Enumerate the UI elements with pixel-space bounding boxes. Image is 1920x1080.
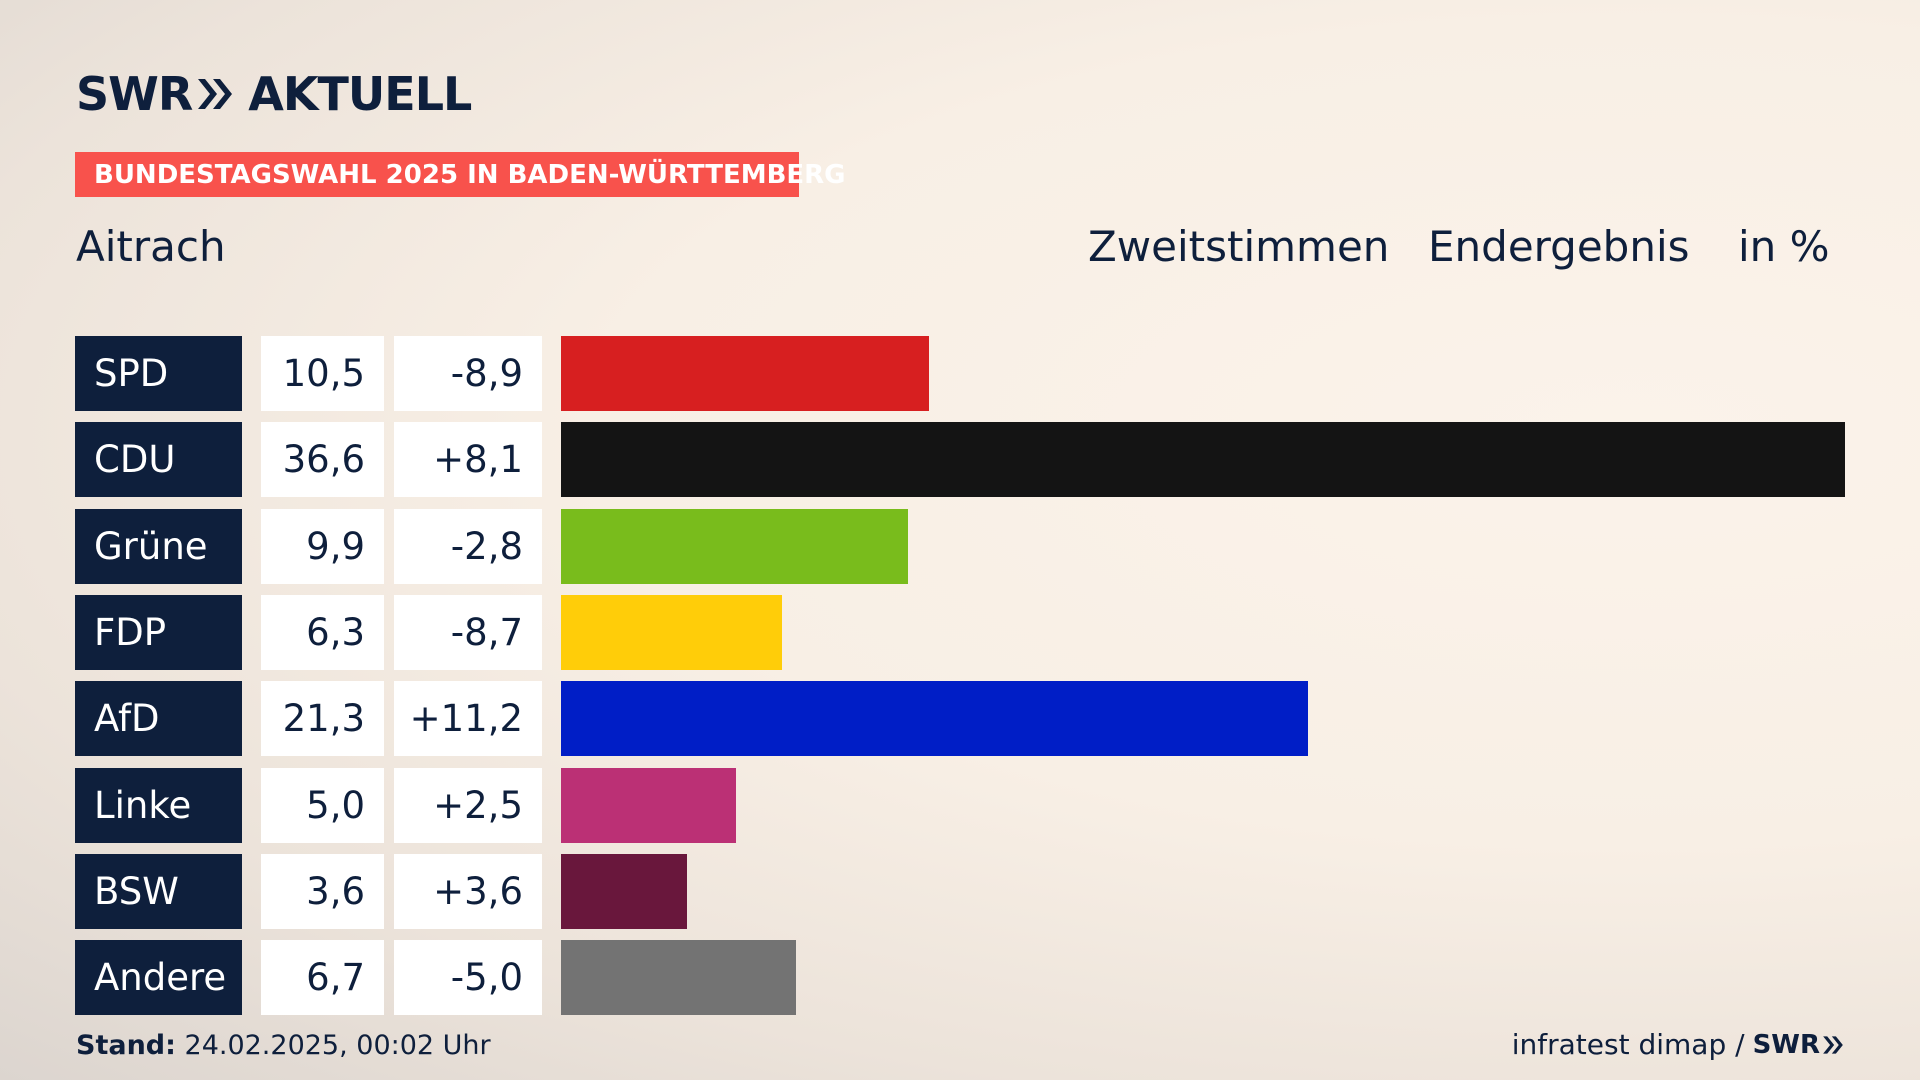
double-chevron-icon: [1823, 1035, 1843, 1054]
party-name: Andere: [75, 940, 242, 1016]
party-bar: [561, 422, 1845, 498]
party-change: +11,2: [394, 681, 542, 757]
swr-aktuell-logo: SWR AKTUELL: [76, 66, 472, 122]
party-bar: [561, 336, 930, 411]
party-change: +2,5: [394, 767, 542, 843]
party-change: -2,8: [394, 508, 542, 584]
party-value: 36,6: [261, 422, 384, 498]
party-name: Grüne: [75, 508, 242, 584]
party-name: FDP: [75, 594, 242, 670]
party-bar: [561, 940, 797, 1016]
party-value: 9,9: [261, 508, 384, 584]
party-change: +3,6: [394, 853, 542, 929]
stand-label: Stand:: [76, 1030, 176, 1061]
party-name: Linke: [75, 767, 242, 843]
party-value: 10,5: [261, 336, 384, 411]
timestamp: Stand: 24.02.2025, 00:02 Uhr: [76, 1030, 491, 1061]
header-unit: in %: [1738, 222, 1830, 271]
party-bar: [561, 767, 737, 843]
party-value: 3,6: [261, 853, 384, 929]
double-chevron-icon: [198, 79, 233, 109]
party-name: SPD: [75, 336, 242, 411]
swr-logo-text: SWR: [76, 67, 193, 121]
party-value: 6,3: [261, 594, 384, 670]
party-value: 6,7: [261, 940, 384, 1016]
party-change: -8,7: [394, 594, 542, 670]
party-bar: [561, 594, 783, 670]
party-bar: [561, 853, 688, 929]
source-text: infratest dimap /: [1511, 1028, 1745, 1061]
party-bar: [561, 508, 909, 584]
header-vote-type: Zweitstimmen: [1088, 222, 1390, 271]
party-value: 5,0: [261, 767, 384, 843]
party-name: AfD: [75, 681, 242, 757]
party-value: 21,3: [261, 681, 384, 757]
party-change: +8,1: [394, 422, 542, 498]
party-name: CDU: [75, 422, 242, 498]
source-credit: infratest dimap / SWR: [1512, 1028, 1844, 1061]
election-banner: BUNDESTAGSWAHL 2025 IN BADEN-WÜRTTEMBERG: [75, 152, 846, 197]
party-name: BSW: [75, 853, 242, 929]
party-change: -8,9: [394, 336, 542, 411]
place-title: Aitrach: [76, 222, 226, 271]
aktuell-logo-text: AKTUELL: [248, 67, 472, 121]
party-bar: [561, 681, 1309, 757]
footer-swr-logo: SWR: [1752, 1029, 1820, 1060]
header-status: Endergebnis: [1428, 222, 1690, 271]
party-change: -5,0: [394, 940, 542, 1016]
stand-value: 24.02.2025, 00:02 Uhr: [184, 1030, 491, 1061]
